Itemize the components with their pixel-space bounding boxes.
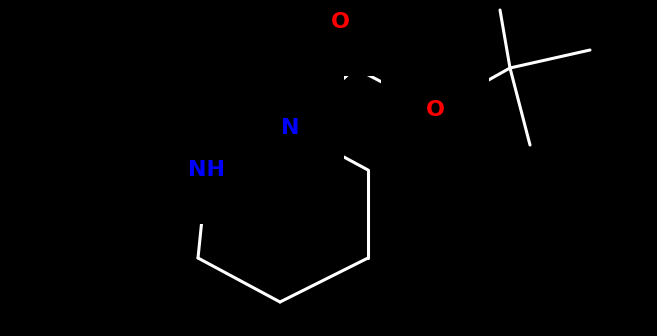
Text: O: O <box>330 12 350 32</box>
Text: N: N <box>281 118 299 138</box>
Text: O: O <box>426 100 445 120</box>
Text: NH: NH <box>189 160 225 180</box>
